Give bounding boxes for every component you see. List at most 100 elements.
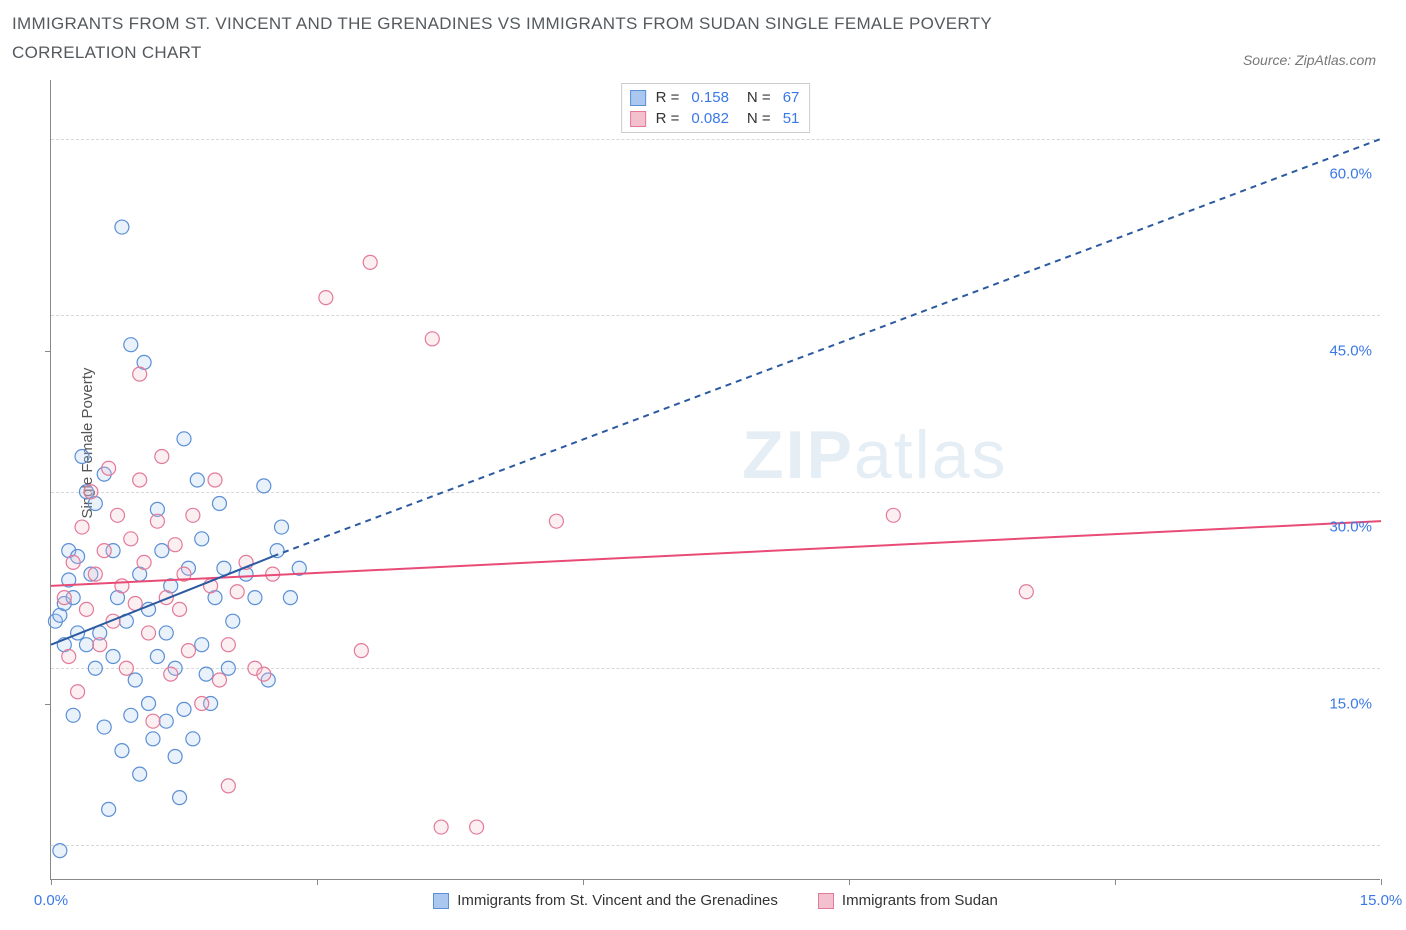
trend-line [51, 521, 1381, 586]
scatter-point [71, 685, 85, 699]
scatter-point [124, 532, 138, 546]
plot-area: ZIPatlas R =0.158N =67R =0.082N =51 Immi… [50, 80, 1380, 880]
scatter-point [93, 638, 107, 652]
legend-item: Immigrants from St. Vincent and the Gren… [433, 892, 778, 909]
y-tick-label: 15.0% [1329, 695, 1372, 712]
n-value: 51 [783, 108, 800, 129]
scatter-point [137, 555, 151, 569]
n-label: N = [747, 108, 771, 129]
scatter-point [195, 638, 209, 652]
r-label: R = [656, 108, 680, 129]
x-tick [51, 879, 52, 885]
scatter-point [221, 779, 235, 793]
scatter-point [159, 626, 173, 640]
n-value: 67 [783, 87, 800, 108]
y-tick [45, 351, 51, 352]
scatter-point [133, 473, 147, 487]
scatter-point [75, 520, 89, 534]
scatter-point [195, 697, 209, 711]
scatter-point [119, 661, 133, 675]
scatter-point [177, 702, 191, 716]
scatter-point [102, 802, 116, 816]
scatter-point [186, 732, 200, 746]
scatter-point [226, 614, 240, 628]
stats-legend: R = 0.158 N = 67 R = 0.082 N = 51 [621, 83, 811, 133]
scatter-point [195, 532, 209, 546]
scatter-point [173, 602, 187, 616]
scatter-point [150, 649, 164, 663]
scatter-point [133, 767, 147, 781]
scatter-point [363, 255, 377, 269]
scatter-point [212, 497, 226, 511]
scatter-point [57, 591, 71, 605]
scatter-point [88, 661, 102, 675]
scatter-point [549, 514, 563, 528]
legend-item: Immigrants from Sudan [818, 892, 998, 909]
scatter-point [66, 708, 80, 722]
scatter-point [257, 667, 271, 681]
n-label: N = [747, 87, 771, 108]
legend-label: Immigrants from St. Vincent and the Gren… [457, 892, 778, 909]
x-tick [1381, 879, 1382, 885]
scatter-point [168, 538, 182, 552]
scatter-point [142, 626, 156, 640]
r-value: 0.082 [691, 108, 729, 129]
scatter-point [111, 508, 125, 522]
scatter-point [97, 544, 111, 558]
scatter-point [146, 714, 160, 728]
trend-line [273, 139, 1381, 557]
x-tick [583, 879, 584, 885]
source-label: Source: ZipAtlas.com [1243, 52, 1376, 68]
scatter-point [124, 338, 138, 352]
scatter-point [190, 473, 204, 487]
r-value: 0.158 [691, 87, 729, 108]
scatter-point [248, 591, 262, 605]
scatter-point [230, 585, 244, 599]
x-tick [849, 879, 850, 885]
scatter-point [425, 332, 439, 346]
scatter-point [66, 555, 80, 569]
scatter-point [181, 644, 195, 658]
scatter-point [434, 820, 448, 834]
scatter-point [221, 638, 235, 652]
scatter-point [221, 661, 235, 675]
scatter-point [168, 749, 182, 763]
x-tick-label: 0.0% [34, 892, 68, 909]
scatter-point [133, 367, 147, 381]
stats-row: R = 0.082 N = 51 [630, 108, 800, 129]
x-tick [317, 879, 318, 885]
scatter-point [1019, 585, 1033, 599]
scatter-point [97, 720, 111, 734]
scatter-point [84, 485, 98, 499]
x-tick [1115, 879, 1116, 885]
scatter-point [142, 697, 156, 711]
scatter-point [75, 449, 89, 463]
series-legend: Immigrants from St. Vincent and the Gren… [51, 892, 1380, 909]
scatter-point [886, 508, 900, 522]
scatter-point [150, 514, 164, 528]
x-tick-label: 15.0% [1360, 892, 1403, 909]
scatter-point [128, 673, 142, 687]
chart-container: Single Female Poverty ZIPatlas R =0.158N… [22, 80, 1392, 920]
y-tick [45, 704, 51, 705]
scatter-point [164, 667, 178, 681]
scatter-point [159, 714, 173, 728]
scatter-point [173, 791, 187, 805]
r-label: R = [656, 87, 680, 108]
scatter-point [199, 667, 213, 681]
y-tick-label: 45.0% [1329, 342, 1372, 359]
y-tick-label: 30.0% [1329, 519, 1372, 536]
scatter-point [53, 844, 67, 858]
scatter-point [177, 432, 191, 446]
scatter-point [115, 220, 129, 234]
scatter-point [124, 708, 138, 722]
scatter-point [79, 602, 93, 616]
scatter-point [62, 649, 76, 663]
scatter-point [79, 638, 93, 652]
scatter-point [186, 508, 200, 522]
scatter-point [470, 820, 484, 834]
chart-title: IMMIGRANTS FROM ST. VINCENT AND THE GREN… [12, 10, 1112, 68]
scatter-point [354, 644, 368, 658]
legend-swatch [630, 90, 646, 106]
scatter-point [102, 461, 116, 475]
